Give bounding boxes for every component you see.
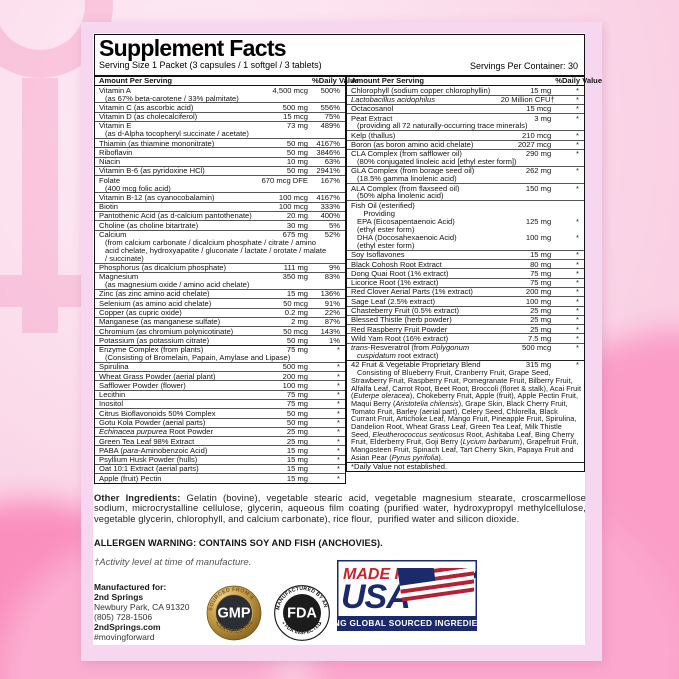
svg-text:FDA: FDA <box>287 606 317 622</box>
svg-text:USING GLOBAL SOURCED INGREDIEN: USING GLOBAL SOURCED INGREDIENTS <box>337 618 477 628</box>
svg-text:USA: USA <box>341 578 410 616</box>
